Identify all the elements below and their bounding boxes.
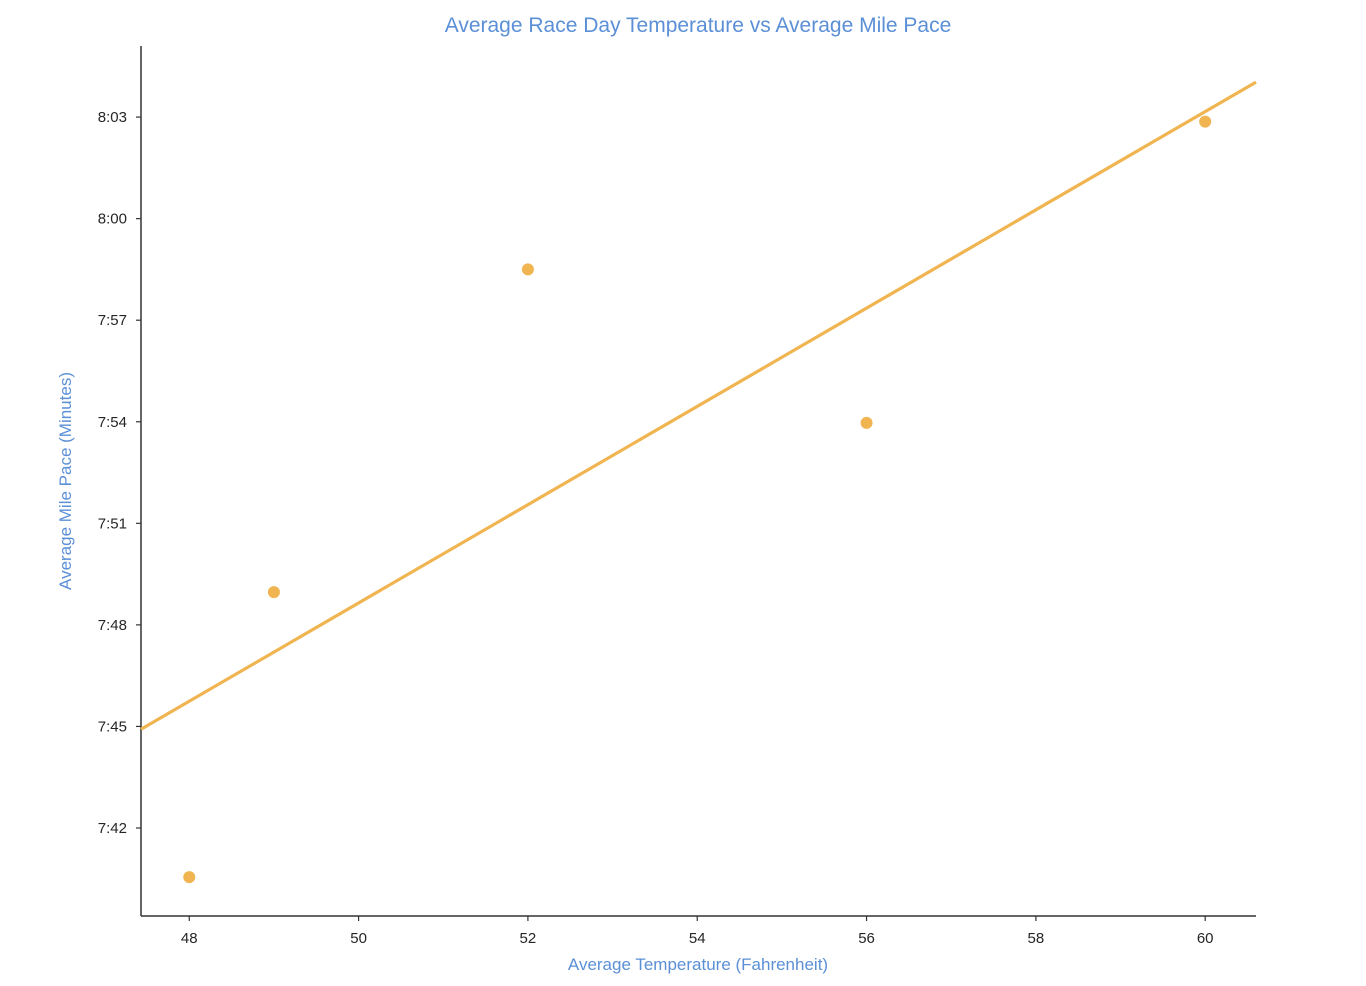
y-tick-label: 7:42 (98, 820, 127, 837)
y-axis-label: Average Mile Pace (Minutes) (56, 372, 75, 590)
scatter-point (183, 871, 196, 884)
x-tick-label: 54 (689, 930, 706, 947)
x-tick-label: 56 (858, 930, 875, 947)
y-tick-label: 8:03 (98, 109, 127, 126)
y-ticks: 7:42 7:45 7:48 7:51 7:54 7:57 8:00 8:03 (98, 109, 141, 837)
x-axis-label: Average Temperature (Fahrenheit) (568, 955, 828, 974)
x-tick-label: 48 (181, 930, 198, 947)
trendline-group (140, 80, 1257, 731)
x-tick-label: 50 (350, 930, 367, 947)
y-tick-label: 7:54 (98, 414, 127, 431)
y-tick-label: 8:00 (98, 211, 127, 228)
scatter-point (267, 586, 280, 599)
scatter-point (1199, 115, 1212, 128)
plot-area: 7:42 7:45 7:48 7:51 7:54 7:57 8:00 8:03 48 50 52 5… (98, 46, 1257, 947)
y-tick-label: 7:48 (98, 617, 127, 634)
x-tick-label: 60 (1197, 930, 1214, 947)
x-tick-label: 58 (1028, 930, 1045, 947)
y-tick-label: 7:57 (98, 312, 127, 329)
x-tick-label: 52 (520, 930, 537, 947)
scatter-point (521, 263, 534, 276)
x-ticks: 48 50 52 54 56 58 60 (181, 916, 1214, 947)
trend-line (140, 80, 1257, 731)
scatter-point (860, 416, 873, 429)
y-tick-label: 7:51 (98, 515, 127, 532)
chart-title: Average Race Day Temperature vs Average … (445, 14, 952, 37)
points-group (183, 115, 1212, 884)
y-tick-label: 7:45 (98, 718, 127, 735)
